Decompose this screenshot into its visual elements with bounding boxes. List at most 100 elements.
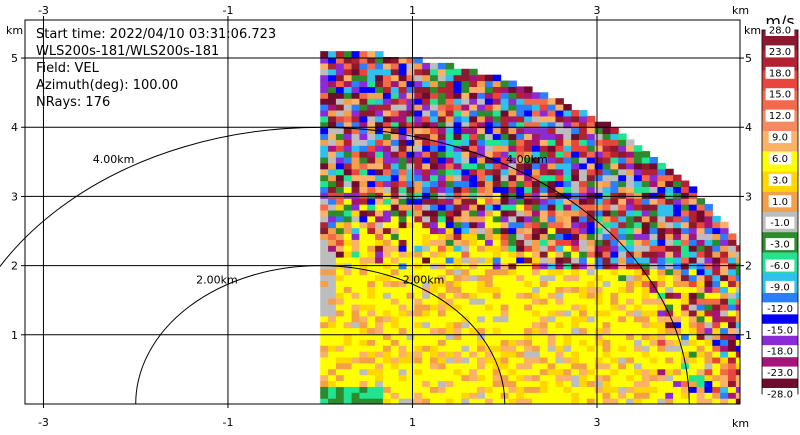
velocity-cell — [477, 362, 486, 370]
velocity-cell — [539, 280, 549, 287]
velocity-cell — [343, 274, 353, 282]
velocity-cell — [343, 68, 353, 76]
velocity-cell — [610, 174, 619, 182]
velocity-cell — [343, 268, 353, 276]
velocity-cell — [445, 356, 455, 364]
velocity-cell — [343, 162, 353, 170]
velocity-cell — [673, 292, 682, 299]
velocity-cell — [343, 392, 353, 399]
velocity-cell — [633, 368, 643, 376]
velocity-cell — [430, 115, 439, 123]
velocity-cell — [508, 221, 517, 229]
velocity-cell — [461, 156, 470, 164]
velocity-cell — [531, 356, 541, 364]
velocity-cell — [680, 239, 690, 246]
velocity-cell — [586, 309, 596, 317]
velocity-cell — [437, 351, 447, 358]
velocity-cell — [375, 292, 384, 299]
velocity-cell — [618, 304, 627, 311]
velocity-cell — [649, 304, 659, 311]
velocity-cell — [641, 362, 651, 370]
velocity-cell — [586, 286, 596, 293]
velocity-cell — [555, 333, 564, 340]
velocity-cell — [422, 168, 431, 176]
velocity-cell — [508, 280, 517, 287]
velocity-cell — [633, 286, 643, 293]
velocity-cell — [641, 151, 651, 158]
velocity-cell — [735, 345, 740, 352]
velocity-cell — [375, 192, 384, 199]
velocity-cell — [398, 315, 408, 323]
velocity-cell — [673, 362, 682, 370]
velocity-cell — [430, 204, 439, 211]
velocity-cell — [626, 321, 635, 329]
velocity-cell — [696, 268, 706, 276]
velocity-cell — [422, 221, 431, 229]
velocity-cell — [320, 298, 329, 305]
velocity-cell — [673, 174, 682, 182]
velocity-cell — [649, 180, 659, 187]
velocity-cell — [610, 386, 619, 393]
velocity-cell — [696, 368, 706, 376]
velocity-cell — [508, 374, 517, 382]
velocity-cell — [351, 227, 361, 235]
velocity-cell — [398, 62, 408, 70]
velocity-cell — [390, 174, 400, 182]
velocity-cell — [484, 221, 494, 229]
velocity-cell — [390, 192, 400, 199]
velocity-cell — [328, 74, 337, 82]
velocity-cell — [524, 333, 533, 340]
velocity-cell — [728, 321, 737, 329]
velocity-cell — [602, 145, 611, 152]
velocity-cell — [657, 198, 666, 205]
velocity-cell — [516, 133, 525, 140]
velocity-cell — [531, 209, 541, 217]
velocity-cell — [524, 256, 533, 264]
velocity-cell — [547, 174, 557, 182]
velocity-cell — [430, 327, 439, 335]
velocity-cell — [335, 380, 345, 387]
velocity-cell — [375, 104, 384, 111]
velocity-cell — [531, 92, 541, 99]
velocity-cell — [359, 162, 368, 170]
velocity-cell — [477, 145, 486, 152]
velocity-cell — [744, 298, 752, 304]
velocity-cell — [343, 174, 353, 182]
velocity-cell — [563, 104, 572, 111]
velocity-cell — [328, 398, 337, 404]
velocity-cell — [351, 368, 361, 376]
velocity-cell — [359, 292, 368, 299]
velocity-cell — [382, 133, 392, 140]
velocity-cell — [555, 139, 564, 146]
velocity-cell — [524, 115, 533, 123]
velocity-cell — [445, 280, 455, 287]
velocity-cell — [492, 321, 502, 329]
velocity-cell — [375, 386, 384, 393]
velocity-cell — [492, 274, 502, 282]
velocity-cell — [673, 304, 682, 311]
velocity-cell — [539, 368, 549, 376]
velocity-cell — [626, 274, 635, 282]
colorbar-tick-label: 28.0 — [769, 26, 791, 37]
velocity-cell — [563, 192, 572, 199]
velocity-cell — [508, 174, 517, 182]
velocity-cell — [524, 186, 533, 193]
velocity-cell — [673, 374, 682, 382]
velocity-cell — [320, 109, 329, 117]
velocity-cell — [531, 309, 541, 317]
velocity-cell — [328, 374, 337, 382]
velocity-cell — [531, 215, 541, 223]
velocity-cell — [500, 321, 510, 329]
velocity-cell — [492, 192, 502, 199]
velocity-cell — [422, 386, 431, 393]
velocity-cell — [461, 356, 470, 364]
velocity-cell — [586, 280, 596, 287]
velocity-cell — [744, 392, 752, 398]
velocity-cell — [382, 121, 392, 129]
velocity-cell — [328, 186, 337, 193]
velocity-cell — [673, 327, 682, 335]
velocity-cell — [328, 215, 337, 223]
velocity-cell — [484, 374, 494, 382]
velocity-cell — [343, 62, 353, 70]
velocity-cell — [665, 315, 674, 323]
